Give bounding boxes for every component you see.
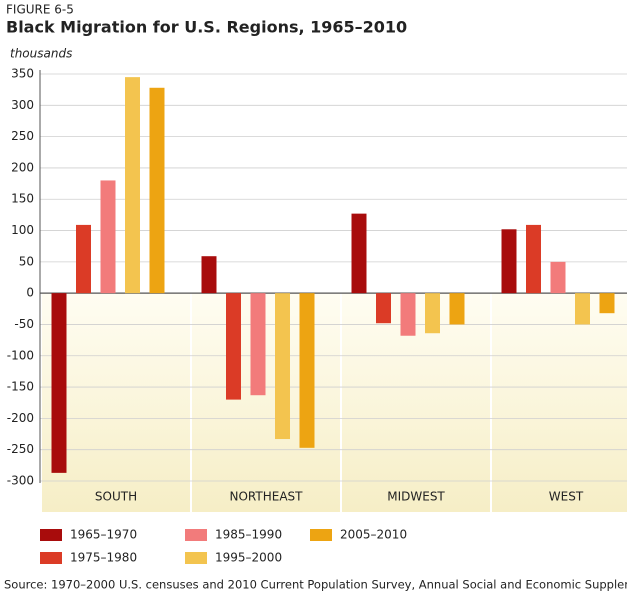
legend-swatch [40, 529, 62, 541]
y-tick-label: 0 [26, 286, 34, 300]
legend-label: 1965–1970 [70, 528, 137, 542]
bar [449, 293, 465, 325]
y-axis-label: thousands [10, 47, 72, 61]
y-tick-label: 200 [11, 160, 34, 174]
y-tick-label: 300 [11, 98, 34, 112]
region-panel [492, 293, 627, 512]
bar [201, 256, 217, 294]
y-tick-label: 50 [19, 254, 34, 268]
figure-label: FIGURE 6-5 [6, 3, 74, 17]
legend-label: 2005–2010 [340, 528, 407, 542]
y-tick-label: -100 [7, 348, 34, 362]
bar [51, 293, 67, 473]
legend-label: 1995–2000 [215, 551, 282, 565]
legend-swatch [185, 529, 207, 541]
bar [425, 293, 440, 334]
y-tick-label: 150 [11, 192, 34, 206]
legend-label: 1985–1990 [215, 528, 282, 542]
source-note: Source: 1970–2000 U.S. censuses and 2010… [4, 578, 627, 592]
bar [76, 224, 91, 294]
y-tick-label: -200 [7, 411, 34, 425]
bar [501, 229, 517, 294]
bar [550, 261, 566, 294]
bar [575, 293, 590, 325]
y-tick-label: -150 [7, 380, 34, 394]
legend-label: 1975–1980 [70, 551, 137, 565]
legend-swatch [310, 529, 332, 541]
x-tick-label: MIDWEST [387, 490, 445, 504]
y-tick-label: 250 [11, 129, 34, 143]
legend-swatch [40, 552, 62, 564]
bar [250, 293, 266, 396]
y-tick-label: 100 [11, 223, 34, 237]
legend-swatch [185, 552, 207, 564]
bar [526, 224, 541, 294]
y-tick-label: -250 [7, 442, 34, 456]
x-tick-label: WEST [549, 490, 584, 504]
bar [275, 293, 290, 440]
region-panel [42, 293, 190, 512]
region-panel [192, 293, 340, 512]
bar [400, 293, 416, 336]
x-tick-label: NORTHEAST [230, 490, 304, 504]
bar [599, 293, 615, 314]
bar [100, 180, 116, 294]
region-panel [342, 293, 490, 512]
y-tick-label: -50 [14, 317, 34, 331]
chart-title: Black Migration for U.S. Regions, 1965–2… [6, 18, 407, 37]
bar [149, 87, 165, 294]
x-tick-label: SOUTH [95, 490, 137, 504]
bar [376, 293, 391, 324]
bar [351, 213, 367, 294]
y-tick-label: -300 [7, 474, 34, 488]
bar [226, 293, 241, 400]
bar [299, 293, 315, 448]
bar [125, 77, 140, 294]
y-tick-label: 350 [11, 67, 34, 81]
